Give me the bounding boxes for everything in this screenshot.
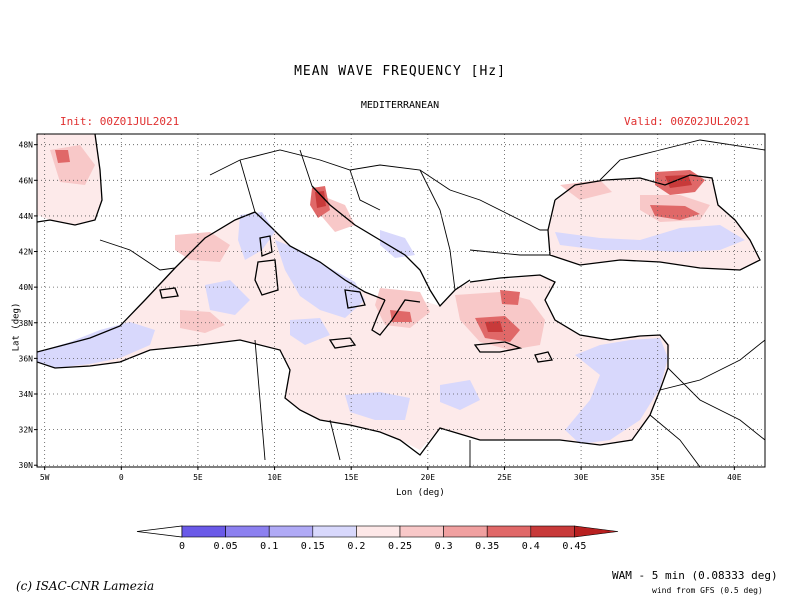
colorbar-segment	[443, 525, 488, 538]
colorbar-segment	[225, 525, 270, 538]
valid-time: Valid: 00Z02JUL2021	[624, 115, 750, 128]
plot-frame	[36, 133, 766, 468]
lon-tick-label: 30E	[574, 473, 589, 482]
colorbar-low-arrow	[136, 525, 183, 538]
colorbar-segment	[486, 525, 532, 538]
model-info: WAM - 5 min (0.08333 deg)	[612, 569, 778, 582]
lat-tick-label: 36N	[19, 354, 34, 363]
init-time: Init: 00Z01JUL2021	[60, 115, 180, 128]
colorbar-tick-label: 0.35	[475, 541, 499, 552]
colorbar-high-arrow	[574, 525, 619, 538]
colorbar-tick-label: 0.45	[562, 541, 586, 552]
coastlines	[37, 134, 761, 456]
peak-frequency-patches	[315, 175, 692, 332]
colorbar-segment	[399, 525, 444, 538]
colorbar-segment	[356, 525, 401, 538]
lon-tick-labels: 5W 0 5E 10E 15E 20E 25E 30E 35E 40E	[40, 467, 742, 482]
colorbar-tick-label: 0.3	[435, 541, 453, 552]
wind-source: wind from GFS (0.5 deg)	[652, 586, 763, 595]
y-axis-label: Lat (deg)	[11, 302, 22, 352]
colorbar-tick-label: 0.25	[388, 541, 412, 552]
lat-tick-label: 32N	[19, 426, 34, 435]
map-title: MEAN WAVE FREQUENCY [Hz]	[294, 64, 506, 79]
colorbar-tick-label: 0.1	[260, 541, 278, 552]
lon-tick-label: 35E	[650, 473, 665, 482]
lat-tick-label: 44N	[19, 212, 34, 221]
lat-tick-label: 42N	[19, 248, 34, 257]
lat-tick-label: 46N	[19, 176, 34, 185]
lat-tick-label: 38N	[19, 319, 34, 328]
grid-lines	[37, 134, 765, 467]
lon-tick-label: 5W	[40, 473, 50, 482]
colorbar-segment	[268, 525, 314, 538]
lon-tick-label: 25E	[497, 473, 512, 482]
colorbar-tick-label: 0.2	[347, 541, 365, 552]
country-borders	[99, 139, 765, 467]
lat-tick-label: 34N	[19, 390, 34, 399]
lon-tick-label: 0	[119, 473, 124, 482]
map-plot-area	[37, 134, 765, 467]
colorbar-segment	[312, 525, 357, 538]
colorbar-tick-label: 0.4	[522, 541, 540, 552]
lat-tick-label: 30N	[19, 461, 34, 470]
low-frequency-patches	[37, 212, 745, 444]
colorbar-segment	[181, 525, 226, 538]
colorbar-tick-label: 0.15	[301, 541, 325, 552]
medium-frequency-patches	[50, 145, 710, 350]
colorbar-tick-label: 0.05	[214, 541, 238, 552]
lat-tick-label: 40N	[19, 283, 34, 292]
lon-tick-label: 15E	[344, 473, 359, 482]
lon-tick-label: 5E	[193, 473, 203, 482]
lat-tick-label: 48N	[19, 141, 34, 150]
region-label: MEDITERRANEAN	[360, 100, 440, 111]
credit-text: (c) ISAC-CNR Lamezia	[16, 579, 155, 593]
x-axis-label: Lon (deg)	[396, 488, 445, 498]
colorbar-segment	[530, 525, 575, 538]
lon-tick-label: 10E	[267, 473, 282, 482]
lon-tick-label: 20E	[421, 473, 436, 482]
colorbar-tick-label: 0	[179, 541, 185, 552]
lat-tick-labels: 30N 32N 34N 36N 38N 40N 42N 44N 46N 48N	[19, 141, 37, 470]
colorbar: 0 0.05 0.1 0.15 0.2 0.25 0.3 0.35 0.4 0.45	[136, 525, 619, 552]
lon-tick-label: 40E	[727, 473, 742, 482]
